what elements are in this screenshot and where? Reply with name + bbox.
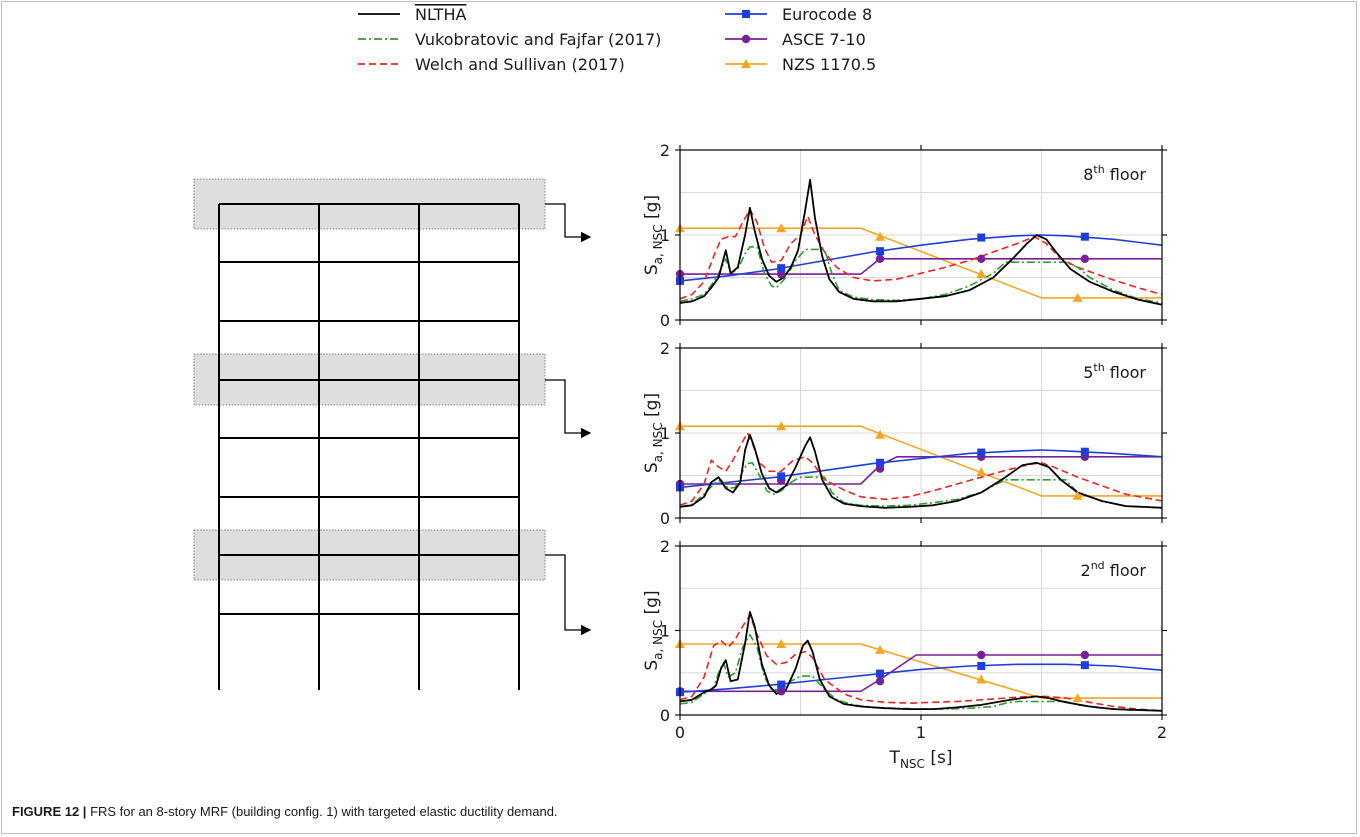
data-point-ec8 xyxy=(777,680,786,689)
series-line-nzs xyxy=(680,425,1162,497)
legend-item-asce: ASCE 7-10 xyxy=(725,30,866,49)
legend-item-vf: Vukobratovic and Fajfar (2017) xyxy=(358,30,661,49)
data-point-nzs xyxy=(1072,490,1083,500)
data-point-nzs xyxy=(976,467,987,477)
data-point-nzs xyxy=(976,674,987,684)
legend-label-vf: Vukobratovic and Fajfar (2017) xyxy=(415,30,661,49)
chart-panels: 0 1 2 8th floor Sa, NSC [g] 0 1 2 5th floor Sa, N… xyxy=(642,141,1167,771)
caption-text: FRS for an 8-story MRF (building config.… xyxy=(90,804,558,819)
data-point-ec8 xyxy=(977,233,986,242)
data-point-asce xyxy=(875,677,885,686)
data-point-asce xyxy=(1080,254,1090,263)
chart-panel-1: 0 1 2 5th floor Sa, NSC [g] xyxy=(642,339,1167,528)
legend-marker-asce xyxy=(741,34,751,44)
legend-label-nzs: NZS 1170.5 xyxy=(782,55,876,74)
y-axis-label: Sa, NSC [g] xyxy=(642,590,665,670)
legend-item-nltha: NLTHA xyxy=(358,5,466,24)
series-line-vf xyxy=(679,633,1163,712)
data-point-asce xyxy=(1080,650,1090,660)
legend-label-asce: ASCE 7-10 xyxy=(782,30,866,49)
legend-label-nltha: NLTHA xyxy=(415,5,466,24)
connector-arrow-1 xyxy=(545,379,592,439)
y-tick-label: 2 xyxy=(660,537,670,556)
series-line-asce xyxy=(680,257,1162,275)
y-tick-label: 0 xyxy=(660,311,670,330)
y-tick-label: 0 xyxy=(660,509,670,528)
y-tick-label: 2 xyxy=(660,339,670,358)
x-tick-label: 1 xyxy=(916,723,926,742)
series-line-nltha xyxy=(679,611,1163,712)
y-axis-label: Sa, NSC [g] xyxy=(642,393,665,473)
data-point-ec8 xyxy=(977,448,986,457)
data-point-asce xyxy=(977,650,986,660)
connector-arrow-2 xyxy=(545,554,592,636)
data-point-nzs xyxy=(1072,693,1083,703)
data-point-nzs xyxy=(776,223,787,233)
x-tick-label: 2 xyxy=(1157,723,1167,742)
data-point-nzs xyxy=(875,644,886,654)
legend-item-ec8: Eurocode 8 xyxy=(725,5,872,24)
y-axis-label: Sa, NSC [g] xyxy=(642,195,665,275)
series-line-vf xyxy=(679,461,1163,509)
building-diagram xyxy=(193,178,592,690)
series-line-nltha xyxy=(679,178,1163,306)
y-tick-label: 1 xyxy=(660,424,670,443)
data-point-nzs xyxy=(776,421,787,431)
series-line-ec8 xyxy=(679,234,1163,282)
y-tick-label: 2 xyxy=(660,141,670,160)
data-point-ec8 xyxy=(876,669,885,678)
legend: NLTHA Vukobratovic and Fajfar (2017) Welch… xyxy=(358,5,876,74)
data-point-ec8 xyxy=(1080,661,1089,670)
y-tick-label: 1 xyxy=(660,622,670,641)
data-point-ec8 xyxy=(777,264,786,273)
floor-label: 8th floor xyxy=(1083,163,1146,184)
legend-label-ws: Welch and Sullivan (2017) xyxy=(415,55,625,74)
figure-caption: FIGURE 12 | FRS for an 8-story MRF (buil… xyxy=(12,804,558,819)
data-point-asce xyxy=(977,254,986,263)
y-tick-label: 0 xyxy=(660,706,670,725)
chart-panel-2: 0 1 2 0 1 2 2nd floor Sa, NSC [g] TNSC [s] xyxy=(642,537,1167,771)
data-point-nzs xyxy=(1072,292,1083,302)
x-tick-label: 0 xyxy=(675,723,685,742)
x-axis-label: TNSC [s] xyxy=(889,748,953,771)
data-point-nzs xyxy=(976,269,987,279)
legend-label-ec8: Eurocode 8 xyxy=(782,5,872,24)
floor-label: 2nd floor xyxy=(1081,559,1147,580)
series-line-nzs xyxy=(680,643,1162,699)
series-line-nltha xyxy=(679,433,1163,509)
data-point-nzs xyxy=(875,429,886,439)
data-point-ec8 xyxy=(876,247,885,256)
data-point-nzs xyxy=(776,639,787,649)
series-line-nzs xyxy=(680,227,1162,299)
data-point-ec8 xyxy=(1080,232,1089,241)
legend-item-ws: Welch and Sullivan (2017) xyxy=(358,55,625,74)
legend-item-nzs: NZS 1170.5 xyxy=(725,55,876,74)
grid xyxy=(680,546,1162,715)
data-point-asce xyxy=(875,254,885,263)
data-point-nzs xyxy=(875,231,886,241)
connector-arrow-0 xyxy=(545,203,592,243)
series-line-ws xyxy=(679,614,1163,712)
data-point-ec8 xyxy=(1080,447,1089,456)
series-line-ws xyxy=(679,432,1163,507)
caption-label: FIGURE 12 | xyxy=(12,804,87,819)
y-tick-label: 1 xyxy=(660,226,670,245)
chart-panel-0: 0 1 2 8th floor Sa, NSC [g] xyxy=(642,141,1167,330)
floor-label: 5th floor xyxy=(1083,361,1146,382)
series-line-ec8 xyxy=(679,449,1163,489)
legend-marker-nzs xyxy=(741,59,751,68)
data-point-ec8 xyxy=(777,472,786,481)
data-point-asce xyxy=(777,687,786,696)
data-point-ec8 xyxy=(977,661,986,670)
legend-marker-ec8 xyxy=(742,10,750,18)
data-point-ec8 xyxy=(876,458,885,467)
